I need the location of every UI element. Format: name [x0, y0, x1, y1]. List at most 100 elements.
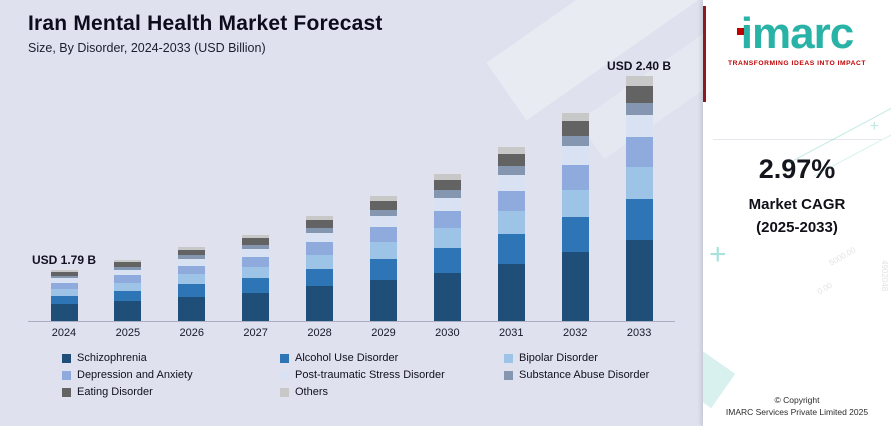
bar-segment-schizophrenia: [306, 286, 334, 321]
bar-segment-others: [242, 235, 270, 239]
legend-item: Eating Disorder: [62, 386, 280, 398]
copyright-line2: IMARC Services Private Limited 2025: [725, 407, 869, 418]
cagr-label-line1: Market CAGR: [748, 196, 846, 213]
bar-column: [160, 247, 224, 321]
stacked-bar: [306, 216, 334, 321]
bar-segment-depression-and-anxiety: [625, 137, 653, 167]
bar-segment-depression-and-anxiety: [306, 242, 334, 255]
bar-segment-post-traumatic-stress-disorder: [625, 115, 653, 138]
bar-segment-depression-and-anxiety: [242, 256, 270, 267]
bar-segment-post-traumatic-stress-disorder: [561, 146, 589, 166]
chart-title: Iran Mental Health Market Forecast: [28, 12, 383, 35]
bar-segment-substance-abuse-disorder: [242, 244, 270, 249]
bar-segment-substance-abuse-disorder: [561, 135, 589, 147]
x-axis-tick-label: 2030: [435, 327, 460, 339]
bar-segment-substance-abuse-disorder: [50, 275, 78, 279]
bar-segment-alcohol-use-disorder: [50, 295, 78, 305]
bar-segment-post-traumatic-stress-disorder: [50, 278, 78, 283]
bar-segment-eating-disorder: [433, 179, 461, 191]
legend-swatch: [62, 387, 71, 397]
bar-segment-schizophrenia: [50, 304, 78, 321]
legend-item: Substance Abuse Disorder: [504, 369, 675, 381]
bar-segment-schizophrenia: [433, 272, 461, 321]
plus-decoration-icon: +: [709, 238, 727, 271]
bar-segment-depression-and-anxiety: [50, 282, 78, 289]
bar-segment-others: [178, 247, 206, 251]
bar-segment-bipolar-disorder: [625, 166, 653, 199]
bar-segment-eating-disorder: [178, 250, 206, 256]
bar-segment-post-traumatic-stress-disorder: [497, 174, 525, 191]
bar-segment-bipolar-disorder: [50, 288, 78, 296]
plot-area: USD 1.79 B USD 2.40 B 2024 2025 2026 2027 202…: [28, 59, 675, 339]
bar-segment-post-traumatic-stress-disorder: [433, 197, 461, 211]
stacked-bar: [242, 235, 270, 321]
bar-segment-eating-disorder: [369, 201, 397, 210]
x-axis-labels: 2024 2025 2026 2027 2028 2029 2030 2031 2032 2033: [28, 327, 675, 339]
bar-segment-post-traumatic-stress-disorder: [178, 258, 206, 266]
brand-sidebar: imarc TRANSFORMING IDEAS INTO IMPACT 2.9…: [703, 0, 891, 426]
bar-segment-bipolar-disorder: [242, 266, 270, 279]
bar-segment-others: [114, 260, 142, 263]
legend-swatch: [504, 353, 513, 363]
bar-segment-schizophrenia: [242, 292, 270, 321]
stacked-bar: [178, 247, 206, 321]
bar-segment-others: [561, 113, 589, 122]
legend-swatch: [280, 387, 289, 397]
x-axis-tick-label: 2025: [115, 327, 141, 339]
bar-column: [543, 113, 607, 321]
bar-segment-others: [50, 270, 78, 273]
bar-segment-alcohol-use-disorder: [369, 258, 397, 280]
bar-segment-others: [625, 76, 653, 86]
bar-segment-alcohol-use-disorder: [114, 290, 142, 301]
cagr-label: Market CAGR (2025-2033): [703, 194, 891, 239]
legend-item: Bipolar Disorder: [504, 352, 675, 364]
bar-segment-alcohol-use-disorder: [561, 217, 589, 253]
bar-segment-alcohol-use-disorder: [178, 284, 206, 297]
bar-segment-schizophrenia: [625, 240, 653, 321]
bar-segment-post-traumatic-stress-disorder: [114, 269, 142, 276]
stacked-bar: [625, 76, 653, 321]
legend-label: Others: [295, 386, 329, 398]
chart-subtitle: Size, By Disorder, 2024-2033 (USD Billio…: [28, 41, 266, 55]
x-axis-tick-label: 2032: [562, 327, 588, 339]
bar-segment-depression-and-anxiety: [178, 265, 206, 275]
bar-segment-post-traumatic-stress-disorder: [369, 216, 397, 228]
watermark-number: 4902048: [880, 260, 889, 292]
copyright: © Copyright IMARC Services Private Limit…: [703, 394, 891, 420]
copyright-line1: © Copyright: [774, 394, 820, 405]
bar-segment-depression-and-anxiety: [369, 227, 397, 243]
legend-label: Depression and Anxiety: [77, 369, 193, 381]
legend-label: Schizophrenia: [77, 352, 147, 364]
legend-item: Alcohol Use Disorder: [280, 352, 504, 364]
x-axis-tick-label: 2029: [371, 327, 396, 339]
x-axis-tick-label: 2027: [243, 327, 268, 339]
plus-decoration-icon: +: [869, 118, 879, 135]
bar-segment-post-traumatic-stress-disorder: [306, 232, 334, 243]
legend-item: Schizophrenia: [62, 352, 280, 364]
legend-label: Eating Disorder: [77, 386, 153, 398]
bar-segment-depression-and-anxiety: [114, 275, 142, 283]
watermark-number: 5000.00: [827, 245, 858, 268]
bar-segment-eating-disorder: [625, 85, 653, 103]
stacked-bar: [369, 196, 397, 321]
bar-segment-alcohol-use-disorder: [433, 247, 461, 273]
bar-segment-eating-disorder: [242, 238, 270, 245]
bar-segment-others: [433, 174, 461, 180]
legend-swatch: [280, 370, 289, 380]
bar-segment-substance-abuse-disorder: [625, 102, 653, 116]
bar-column: [96, 260, 160, 321]
logo-red-dot-icon: [737, 28, 744, 35]
bar-segment-bipolar-disorder: [178, 274, 206, 285]
watermark-number: 0.00: [816, 280, 835, 297]
bar-segment-substance-abuse-disorder: [497, 166, 525, 175]
bar-segment-substance-abuse-disorder: [114, 266, 142, 270]
imarc-logo: imarc: [703, 12, 891, 56]
bar-segment-others: [369, 196, 397, 201]
stacked-bar: [433, 174, 461, 321]
legend-swatch: [504, 370, 513, 380]
bar-segment-substance-abuse-disorder: [306, 227, 334, 233]
legend-item: Post-traumatic Stress Disorder: [280, 369, 504, 381]
bar-segment-eating-disorder: [114, 262, 142, 267]
bar-segment-schizophrenia: [114, 300, 142, 321]
